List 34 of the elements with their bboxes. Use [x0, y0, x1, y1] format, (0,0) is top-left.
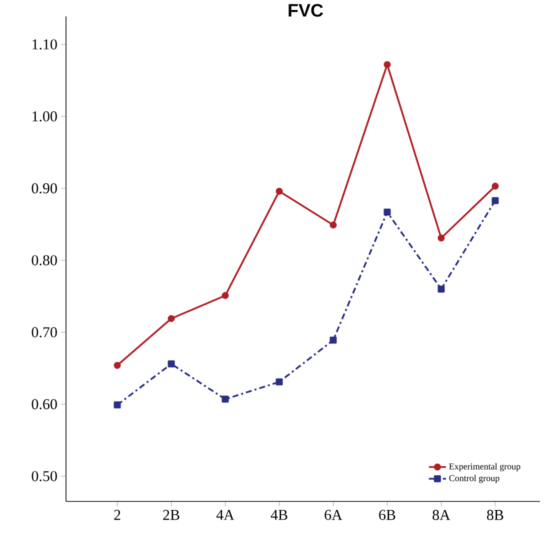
y-tick-label: 0.90: [32, 183, 57, 194]
x-tick-label: 6B: [379, 510, 396, 520]
legend-label: Experimental group: [449, 462, 520, 472]
point: [276, 378, 283, 386]
x-tick-label: 2B: [163, 510, 180, 520]
chart-title: FVC: [288, 4, 324, 17]
point: [384, 60, 391, 68]
point: [492, 182, 499, 190]
point: [492, 196, 499, 204]
x-tick-label: 4B: [270, 510, 288, 520]
y-tick-label: 0.70: [32, 326, 57, 338]
x-tick-label: 8A: [432, 510, 450, 520]
x-tick-label: 2: [114, 510, 120, 520]
x-tick-label: 4A: [216, 510, 234, 520]
point: [114, 401, 121, 408]
point: [438, 285, 445, 292]
point: [438, 234, 445, 242]
x-tick-label: 6A: [324, 510, 342, 520]
point: [222, 396, 229, 403]
y-tick-label: 0.50: [32, 470, 57, 482]
point: [276, 188, 283, 195]
y-tick-label: 0.80: [32, 255, 57, 266]
point: [168, 314, 175, 322]
y-tick-label: 1.10: [32, 39, 57, 50]
legend-label: Control group: [449, 474, 500, 483]
point: [330, 221, 337, 228]
y-tick-label: 1.00: [32, 111, 57, 122]
y-tick-label: 0.60: [32, 398, 57, 410]
point: [222, 292, 229, 299]
point: [330, 336, 337, 344]
x-tick-label: 8B: [487, 510, 504, 520]
point: [114, 362, 121, 369]
point: [384, 208, 391, 216]
point: [168, 360, 175, 368]
